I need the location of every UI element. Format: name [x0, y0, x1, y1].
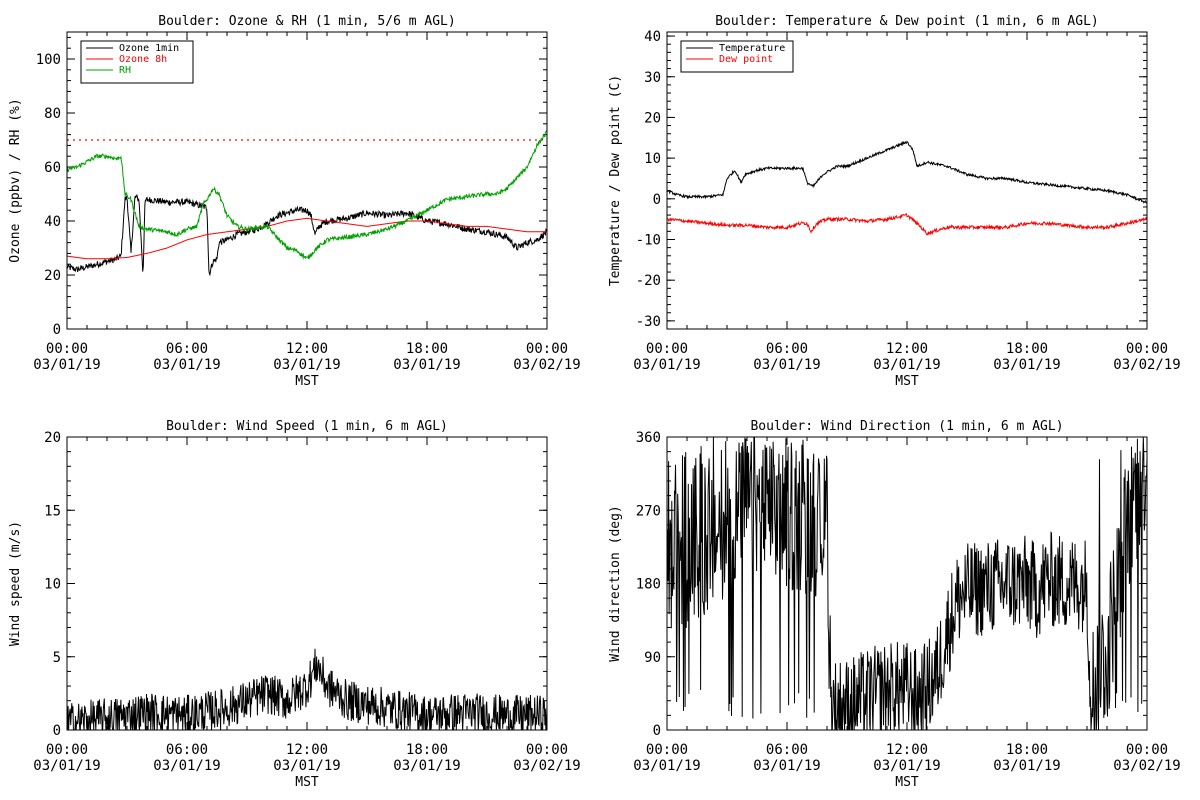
ozone-legend-label: RH	[119, 65, 131, 76]
wdir-series-0	[667, 437, 1147, 730]
ozone-plot-frame	[66, 31, 548, 330]
ozone-y-tick-label: 0	[53, 322, 61, 338]
wspd-series-0	[67, 648, 547, 730]
wdir-y-tick-label: 360	[636, 430, 661, 446]
wdir-y-tick-label: 0	[653, 723, 661, 739]
temp-legend-label: Dew point	[719, 54, 773, 65]
wdir-x-tick-label-time: 00:00	[646, 742, 688, 758]
wspd-x-tick-label-date: 03/01/19	[33, 758, 100, 774]
temp-x-tick-label-time: 00:00	[1126, 341, 1168, 357]
wdir-panel: Boulder: Wind Direction (1 min, 6 m AGL)…	[608, 419, 1181, 790]
wspd-y-tick-label: 10	[44, 577, 61, 593]
temp-y-tick-label: -20	[636, 273, 661, 289]
temp-x-tick-label-date: 03/02/19	[1113, 357, 1180, 373]
temp-panel: Boulder: Temperature & Dew point (1 min,…	[608, 14, 1181, 389]
temp-y-tick-label: 10	[644, 151, 661, 167]
ozone-x-tick-label-date: 03/01/19	[273, 357, 340, 373]
wspd-y-tick-label: 20	[44, 430, 61, 446]
wspd-x-tick-label-time: 00:00	[526, 742, 568, 758]
ozone-y-tick-label: 60	[44, 160, 61, 176]
wspd-x-tick-label-date: 03/01/19	[153, 758, 220, 774]
wspd-plot-frame	[66, 436, 548, 731]
ozone-x-tick-label-time: 18:00	[406, 341, 448, 357]
temp-y-axis-label: Temperature / Dew point (C)	[608, 75, 623, 286]
temp-legend	[680, 40, 794, 73]
wspd-y-tick-label: 15	[44, 503, 61, 519]
ozone-series-2	[67, 129, 547, 260]
ozone-x-tick-label-date: 03/01/19	[393, 357, 460, 373]
wspd-x-tick-label-time: 00:00	[46, 742, 88, 758]
ozone-legend-label: Ozone 8h	[119, 54, 167, 65]
ozone-y-tick-label: 20	[44, 268, 61, 284]
wspd-x-tick-label-date: 03/01/19	[273, 758, 340, 774]
wspd-y-tick-label: 5	[53, 650, 61, 666]
temp-x-tick-label-date: 03/01/19	[753, 357, 820, 373]
temp-y-tick-label: 20	[644, 110, 661, 126]
temp-x-tick-label-date: 03/01/19	[993, 357, 1060, 373]
temp-legend-label: Temperature	[719, 43, 785, 54]
temp-x-tick-label-time: 00:00	[646, 341, 688, 357]
temp-y-tick-label: -30	[636, 314, 661, 330]
ozone-x-tick-label-time: 00:00	[46, 341, 88, 357]
wspd-x-tick-label-time: 06:00	[166, 742, 208, 758]
ozone-x-tick-label-time: 12:00	[286, 341, 328, 357]
wdir-x-tick-label-date: 03/01/19	[873, 758, 940, 774]
wdir-x-tick-label-date: 03/01/19	[993, 758, 1060, 774]
ozone-series-1	[67, 217, 547, 260]
temp-x-tick-label-date: 03/01/19	[873, 357, 940, 373]
wspd-x-tick-label-date: 03/02/19	[513, 758, 580, 774]
wspd-panel: Boulder: Wind Speed (1 min, 6 m AGL) Wind…	[8, 419, 581, 790]
ozone-x-tick-label-time: 06:00	[166, 341, 208, 357]
wdir-y-axis-label: Wind direction (deg)	[608, 505, 623, 662]
temp-x-tick-label-time: 06:00	[766, 341, 808, 357]
wdir-plot-frame	[666, 436, 1148, 731]
temp-y-tick-label: 30	[644, 70, 661, 86]
ozone-y-tick-label: 40	[44, 214, 61, 230]
ozone-legend-label: Ozone 1min	[119, 43, 179, 54]
ozone-x-tick-label-date: 03/02/19	[513, 357, 580, 373]
ozone-y-axis-label: Ozone (ppbv) / RH (%)	[8, 98, 23, 262]
wspd-y-axis-label: Wind speed (m/s)	[8, 521, 23, 646]
wdir-y-tick-label: 90	[644, 650, 661, 666]
temp-series-1	[667, 213, 1147, 236]
wdir-x-tick-label-time: 18:00	[1006, 742, 1048, 758]
wspd-x-tick-label-date: 03/01/19	[393, 758, 460, 774]
temp-x-axis-label: MST	[895, 374, 919, 389]
wspd-x-tick-label-time: 12:00	[286, 742, 328, 758]
temp-y-tick-label: 0	[653, 192, 661, 208]
ozone-x-tick-label-time: 00:00	[526, 341, 568, 357]
ozone-y-tick-label: 100	[36, 52, 61, 68]
temp-x-tick-label-date: 03/01/19	[633, 357, 700, 373]
ozone-series-0	[67, 193, 547, 277]
ozone-title: Boulder: Ozone & RH (1 min, 5/6 m AGL)	[158, 14, 455, 29]
ozone-x-tick-label-date: 03/01/19	[153, 357, 220, 373]
wdir-y-tick-label: 270	[636, 503, 661, 519]
temp-x-tick-label-time: 18:00	[1006, 341, 1048, 357]
wspd-x-tick-label-time: 18:00	[406, 742, 448, 758]
wdir-x-tick-label-date: 03/02/19	[1113, 758, 1180, 774]
wdir-x-tick-label-time: 00:00	[1126, 742, 1168, 758]
wdir-x-tick-label-time: 06:00	[766, 742, 808, 758]
wdir-y-tick-label: 180	[636, 577, 661, 593]
temp-y-tick-label: 40	[644, 29, 661, 45]
wspd-title: Boulder: Wind Speed (1 min, 6 m AGL)	[166, 419, 448, 434]
wdir-title: Boulder: Wind Direction (1 min, 6 m AGL)	[750, 419, 1063, 434]
wspd-x-axis-label: MST	[295, 775, 319, 790]
wdir-x-axis-label: MST	[895, 775, 919, 790]
wdir-x-tick-label-time: 12:00	[886, 742, 928, 758]
ozone-x-axis-label: MST	[295, 374, 319, 389]
ozone-x-tick-label-date: 03/01/19	[33, 357, 100, 373]
temp-y-tick-label: -10	[636, 232, 661, 248]
wdir-x-tick-label-date: 03/01/19	[753, 758, 820, 774]
temp-series-0	[667, 140, 1147, 204]
temp-plot-frame	[666, 31, 1148, 330]
ozone-panel: Boulder: Ozone & RH (1 min, 5/6 m AGL) Oz…	[8, 14, 581, 389]
wspd-y-tick-label: 0	[53, 723, 61, 739]
ozone-y-tick-label: 80	[44, 106, 61, 122]
temp-title: Boulder: Temperature & Dew point (1 min,…	[715, 14, 1099, 29]
wdir-x-tick-label-date: 03/01/19	[633, 758, 700, 774]
temp-x-tick-label-time: 12:00	[886, 341, 928, 357]
